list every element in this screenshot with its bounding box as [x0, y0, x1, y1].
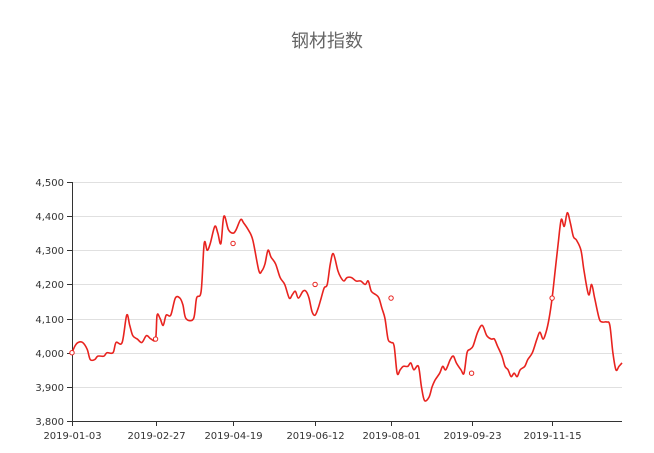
data-point-marker[interactable] [230, 240, 236, 247]
data-point-marker[interactable] [549, 295, 555, 301]
x-tick-label: 2019-09-23 [443, 431, 501, 442]
y-tick-label: 3,800 [35, 417, 64, 428]
y-tick-label: 4,200 [35, 280, 64, 291]
y-tick-label: 4,400 [35, 212, 64, 223]
x-tick-label: 2019-06-12 [286, 431, 344, 442]
x-tick-label: 2019-01-03 [43, 431, 101, 442]
series-layer [71, 211, 623, 402]
y-axis-ticks: 3,800 3,900 4,000 4,100 4,200 4,300 4,400 4,500 [35, 178, 72, 428]
x-tick-label: 2019-11-15 [523, 431, 581, 442]
data-point-marker[interactable] [69, 350, 75, 356]
y-tick-label: 4,100 [35, 315, 64, 326]
axes [72, 182, 622, 422]
data-point-marker[interactable] [388, 295, 394, 301]
series-line [71, 211, 623, 402]
chart-title: 钢材指数 [291, 31, 363, 52]
marker-layer [69, 240, 555, 376]
y-tick-label: 4,500 [35, 178, 64, 189]
x-tick-label: 2019-08-01 [362, 431, 420, 442]
y-tick-label: 4,000 [35, 349, 64, 360]
data-point-marker[interactable] [312, 281, 318, 288]
x-axis-ticks: 2019-01-03 2019-02-27 2019-04-19 2019-06-12… [43, 421, 582, 442]
x-tick-label: 2019-04-19 [204, 431, 262, 442]
x-tick-label: 2019-02-27 [127, 431, 185, 442]
grid-lines [72, 182, 622, 388]
y-tick-label: 3,900 [35, 383, 64, 394]
data-point-marker[interactable] [468, 370, 475, 376]
y-tick-label: 4,300 [35, 246, 64, 257]
data-point-marker[interactable] [152, 336, 159, 342]
